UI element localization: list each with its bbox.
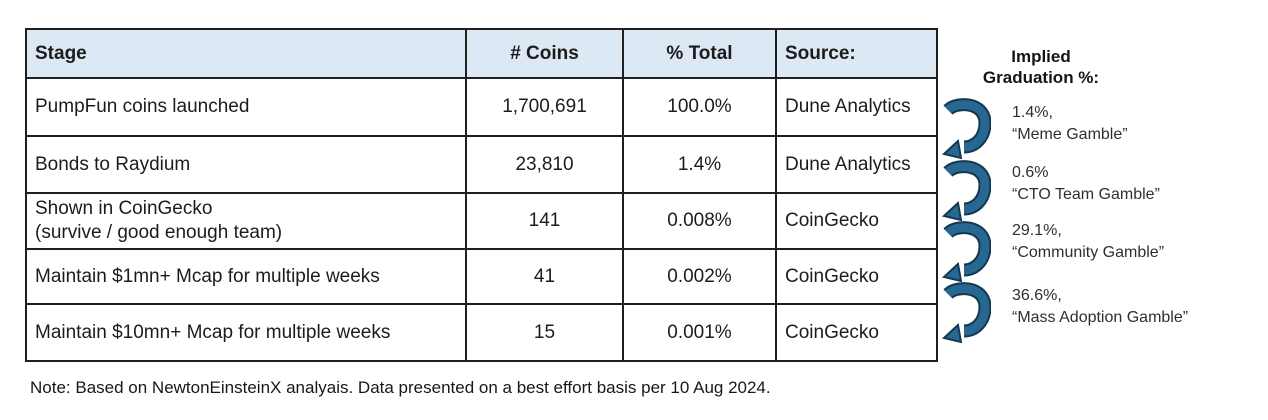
header-coins: # Coins bbox=[465, 28, 624, 79]
cell-source: Dune Analytics bbox=[775, 77, 938, 137]
header-source: Source: bbox=[775, 28, 938, 79]
graduation-name: “Community Gamble” bbox=[1012, 244, 1165, 261]
header-pct: % Total bbox=[622, 28, 777, 79]
implied-graduation-heading: Implied Graduation %: bbox=[950, 46, 1132, 88]
cell-pct: 100.0% bbox=[622, 77, 777, 137]
footnote: Note: Based on NewtonEinsteinX analyais.… bbox=[30, 378, 771, 397]
graduation-label: 0.6% “CTO Team Gamble” bbox=[1012, 162, 1262, 206]
stage-line-2: (survive / good enough team) bbox=[35, 222, 283, 243]
table-header-row: Stage # Coins % Total Source: bbox=[25, 28, 938, 79]
curved-arrow-icon bbox=[941, 98, 991, 159]
graduation-name: “Meme Gamble” bbox=[1012, 126, 1128, 143]
cell-source: Dune Analytics bbox=[775, 135, 938, 194]
cell-stage: Maintain $10mn+ Mcap for multiple weeks bbox=[25, 303, 467, 362]
cell-stage: Maintain $1mn+ Mcap for multiple weeks bbox=[25, 248, 467, 305]
cell-source: CoinGecko bbox=[775, 192, 938, 250]
header-stage: Stage bbox=[25, 28, 467, 79]
table-row: PumpFun coins launched 1,700,691 100.0% … bbox=[25, 77, 938, 137]
table-row: Maintain $1mn+ Mcap for multiple weeks 4… bbox=[25, 248, 938, 305]
table-row: Maintain $10mn+ Mcap for multiple weeks … bbox=[25, 303, 938, 362]
graduation-pct: 29.1%, bbox=[1012, 222, 1062, 239]
graduation-label: 1.4%, “Meme Gamble” bbox=[1012, 102, 1262, 146]
curved-arrow-icon bbox=[941, 160, 991, 221]
cell-coins: 1,700,691 bbox=[465, 77, 624, 137]
graduation-label: 36.6%, “Mass Adoption Gamble” bbox=[1012, 285, 1262, 329]
cell-stage: PumpFun coins launched bbox=[25, 77, 467, 137]
cell-pct: 0.001% bbox=[622, 303, 777, 362]
graduation-pct: 1.4%, bbox=[1012, 104, 1053, 121]
cell-coins: 141 bbox=[465, 192, 624, 250]
curved-arrow-icon bbox=[941, 282, 991, 343]
table-row: Shown in CoinGecko (survive / good enoug… bbox=[25, 192, 938, 250]
graduation-pct: 0.6% bbox=[1012, 164, 1049, 181]
cell-source: CoinGecko bbox=[775, 248, 938, 305]
cell-source: CoinGecko bbox=[775, 303, 938, 362]
stage-line-1: Shown in CoinGecko bbox=[35, 198, 213, 219]
heading-line-1: Implied bbox=[1011, 47, 1071, 66]
cell-coins: 23,810 bbox=[465, 135, 624, 194]
cell-pct: 1.4% bbox=[622, 135, 777, 194]
graduation-label: 29.1%, “Community Gamble” bbox=[1012, 220, 1262, 264]
cell-stage: Bonds to Raydium bbox=[25, 135, 467, 194]
stages-table: Stage # Coins % Total Source: PumpFun co… bbox=[25, 28, 938, 362]
cell-pct: 0.008% bbox=[622, 192, 777, 250]
table-row: Bonds to Raydium 23,810 1.4% Dune Analyt… bbox=[25, 135, 938, 194]
cell-stage: Shown in CoinGecko (survive / good enoug… bbox=[25, 192, 467, 250]
graduation-name: “CTO Team Gamble” bbox=[1012, 186, 1160, 203]
cell-pct: 0.002% bbox=[622, 248, 777, 305]
graduation-name: “Mass Adoption Gamble” bbox=[1012, 309, 1189, 326]
cell-coins: 15 bbox=[465, 303, 624, 362]
cell-coins: 41 bbox=[465, 248, 624, 305]
heading-line-2: Graduation %: bbox=[982, 68, 1100, 87]
curved-arrow-icon bbox=[941, 221, 991, 282]
graduation-pct: 36.6%, bbox=[1012, 287, 1062, 304]
